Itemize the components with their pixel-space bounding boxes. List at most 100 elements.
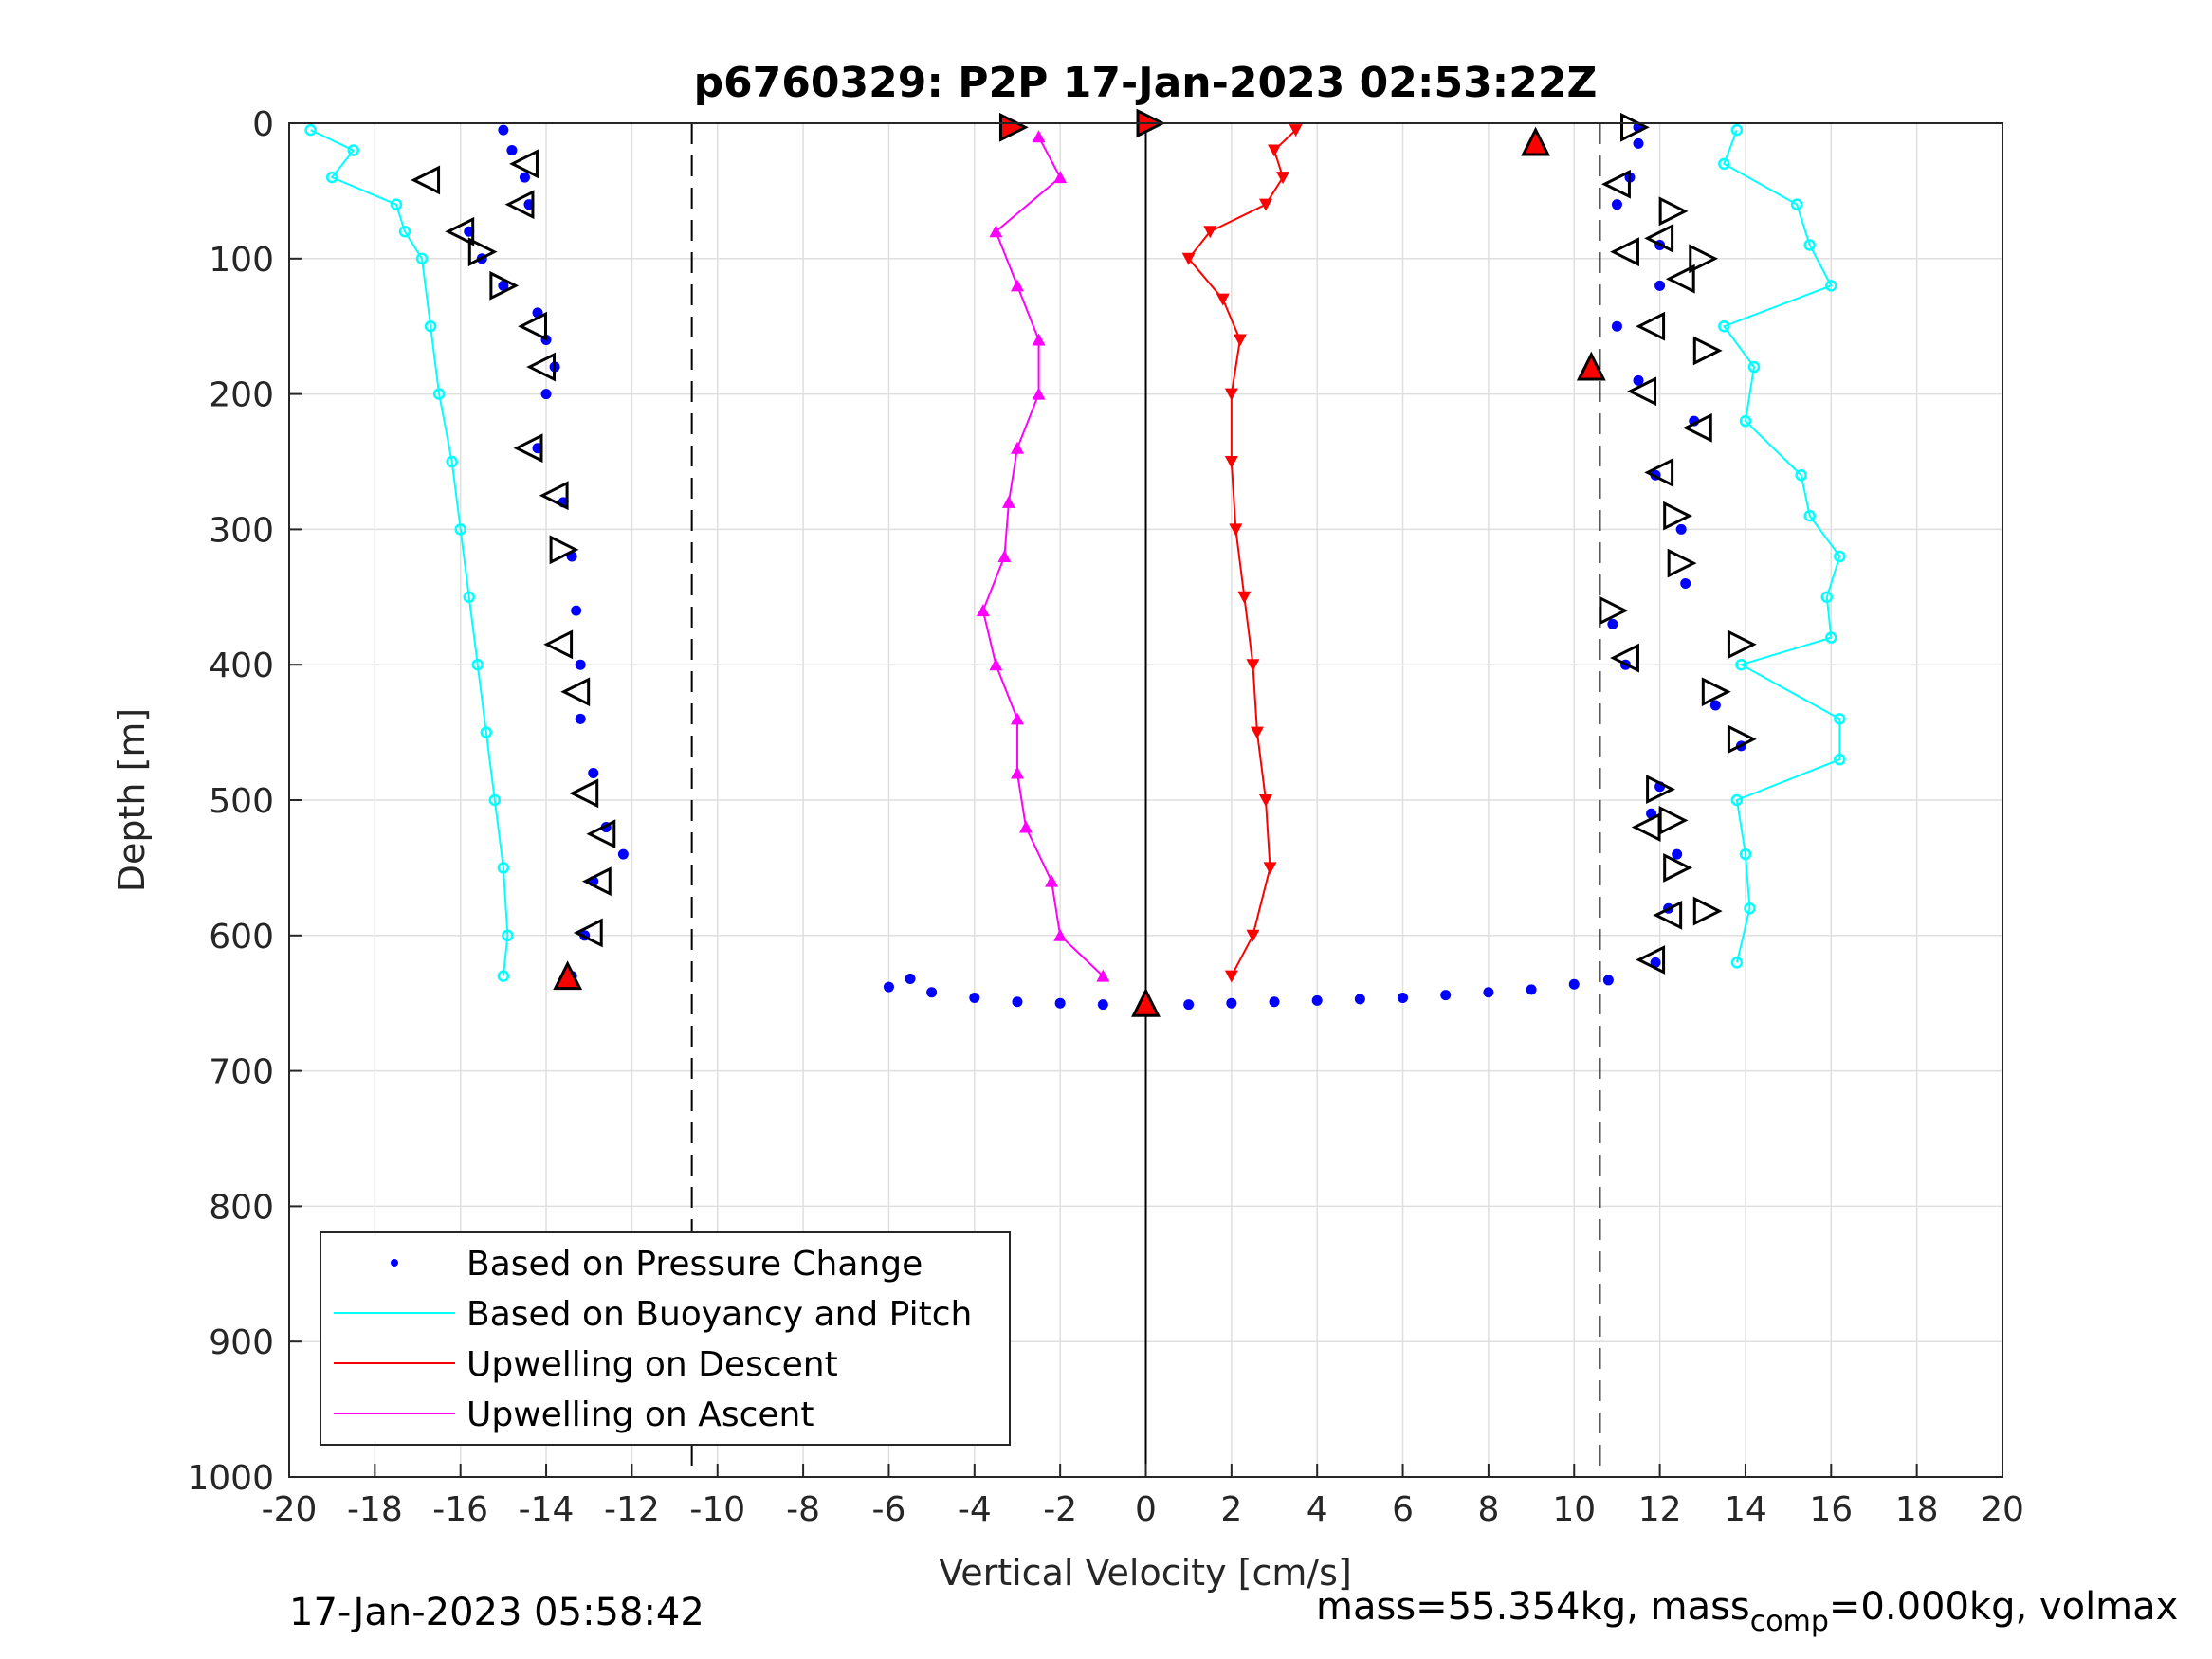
triangle-marker-right	[1689, 244, 1719, 274]
data-point	[1224, 388, 1238, 401]
data-point	[1730, 957, 1744, 969]
triangle-marker-right	[549, 535, 579, 565]
y-tick-label: 200	[209, 376, 274, 415]
footer-timestamp: 17-Jan-2023 05:58:42	[289, 1591, 704, 1634]
x-tick-label: 0	[1135, 1490, 1157, 1529]
data-point	[1744, 902, 1756, 915]
data-point	[1803, 239, 1816, 251]
data-point	[571, 605, 582, 616]
triangle-marker-left	[1644, 223, 1674, 253]
x-axis-label: Vertical Velocity [cm/s]	[939, 1552, 1352, 1594]
data-point	[1001, 495, 1015, 508]
data-point	[1803, 509, 1816, 522]
triangle-marker-right	[1658, 196, 1689, 227]
triangle-marker-right	[1727, 724, 1757, 755]
y-tick-label: 900	[209, 1323, 274, 1362]
data-point	[1054, 997, 1066, 1009]
triangle-marker-left	[586, 819, 616, 849]
triangle-marker-left	[1601, 169, 1631, 199]
y-tick-label: 400	[209, 647, 274, 685]
data-point	[1097, 999, 1108, 1011]
data-point	[1834, 753, 1846, 766]
y-tick-label: 700	[209, 1053, 274, 1092]
triangle-marker-left	[1653, 900, 1683, 930]
data-point	[575, 659, 586, 670]
series-upwelling_ascent	[976, 130, 1110, 982]
x-tick-label: 4	[1307, 1490, 1328, 1529]
data-point	[540, 389, 552, 400]
triangle-marker-left	[445, 216, 475, 246]
triangle-marker-left	[509, 149, 539, 179]
data-point	[1602, 975, 1614, 986]
triangle-marker-right	[489, 270, 520, 301]
data-point	[519, 172, 530, 183]
triangle-marker-left	[581, 866, 612, 897]
data-point	[926, 987, 938, 998]
y-tick-label: 1000	[187, 1459, 274, 1498]
series-line	[1722, 129, 1841, 963]
data-point	[1276, 172, 1290, 185]
data-point	[997, 549, 1012, 562]
data-point	[1834, 713, 1846, 725]
data-point	[497, 862, 510, 874]
data-point	[1633, 374, 1644, 386]
triangle-marker-right	[1599, 595, 1629, 626]
data-point	[1790, 198, 1803, 210]
data-point	[1825, 631, 1837, 644]
y-tick-label: 100	[209, 241, 274, 280]
triangle-marker-left	[543, 629, 574, 660]
data-point	[1258, 794, 1272, 807]
x-tick-label: -20	[262, 1490, 318, 1529]
x-tick-label: -6	[871, 1490, 905, 1529]
data-point	[398, 225, 411, 238]
footer-mass-info: mass=55.354kg, masscomp=0.000kg, volmax	[1316, 1585, 2178, 1638]
triangle-marker-up	[1521, 126, 1551, 156]
data-point	[424, 319, 437, 333]
triangle-marker-up	[553, 960, 583, 991]
x-tick-label: 6	[1392, 1490, 1414, 1529]
data-point	[1825, 280, 1837, 292]
data-point	[1526, 984, 1537, 995]
data-point	[1269, 996, 1280, 1008]
triangle-marker-left	[569, 778, 599, 809]
data-point	[989, 658, 1003, 671]
data-point	[1224, 456, 1238, 468]
data-point	[1224, 970, 1238, 983]
data-point	[1675, 523, 1687, 535]
data-point	[497, 970, 510, 982]
triangle-marker-left	[526, 352, 557, 382]
data-point	[502, 929, 514, 942]
data-point	[1633, 137, 1644, 149]
data-point	[1611, 320, 1622, 332]
x-tick-label: -8	[786, 1490, 820, 1529]
triangle-marker-left	[539, 481, 569, 511]
data-point	[471, 658, 484, 671]
triangle-marker-right	[1667, 548, 1697, 578]
data-point	[1053, 171, 1068, 184]
x-tick-label: -16	[432, 1490, 488, 1529]
data-point	[1607, 618, 1618, 629]
data-point	[1680, 578, 1691, 590]
data-point	[1268, 144, 1282, 157]
data-point	[1096, 969, 1110, 982]
data-point	[1032, 333, 1046, 346]
data-point	[883, 981, 894, 993]
legend-descent-label: Upwelling on Descent	[466, 1345, 838, 1384]
data-point	[1246, 659, 1260, 672]
triangle-marker-right	[467, 237, 498, 267]
triangle-marker-right	[1727, 629, 1757, 660]
data-point	[480, 726, 493, 738]
data-point	[1709, 700, 1721, 711]
triangle-marker-right	[1692, 896, 1723, 926]
x-tick-label: -14	[519, 1490, 575, 1529]
data-point	[1354, 994, 1365, 1005]
data-point	[1203, 226, 1217, 239]
data-point	[1672, 848, 1683, 860]
data-point	[1440, 990, 1452, 1001]
y-axis-label: Depth [m]	[111, 708, 153, 893]
data-point	[1032, 387, 1046, 400]
data-point	[1263, 862, 1277, 875]
data-point	[1311, 994, 1323, 1006]
data-point	[1045, 874, 1059, 887]
triangle-marker-right	[1692, 336, 1723, 366]
